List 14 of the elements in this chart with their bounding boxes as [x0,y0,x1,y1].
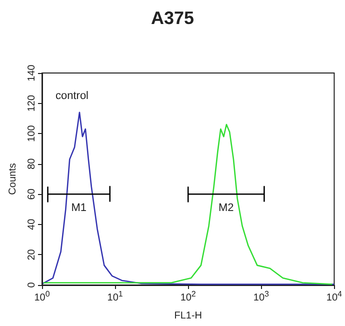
annotation: control [55,90,89,102]
x-axis-title: FL1-H [174,310,202,322]
y-tick-label: 60 [26,188,38,200]
chart-title: A375 [150,8,194,28]
y-tick-label: 40 [26,218,38,230]
y-tick-label: 100 [26,124,38,142]
y-tick-label: 120 [26,94,38,112]
y-axis-title: Counts [8,163,18,195]
y-tick-label: 80 [26,158,38,170]
annotation: M2 [218,202,234,214]
y-tick-label: 140 [26,64,38,82]
y-tick-label: 20 [26,248,38,260]
y-tick-label: 0 [26,282,38,288]
annotation: M1 [71,202,86,214]
